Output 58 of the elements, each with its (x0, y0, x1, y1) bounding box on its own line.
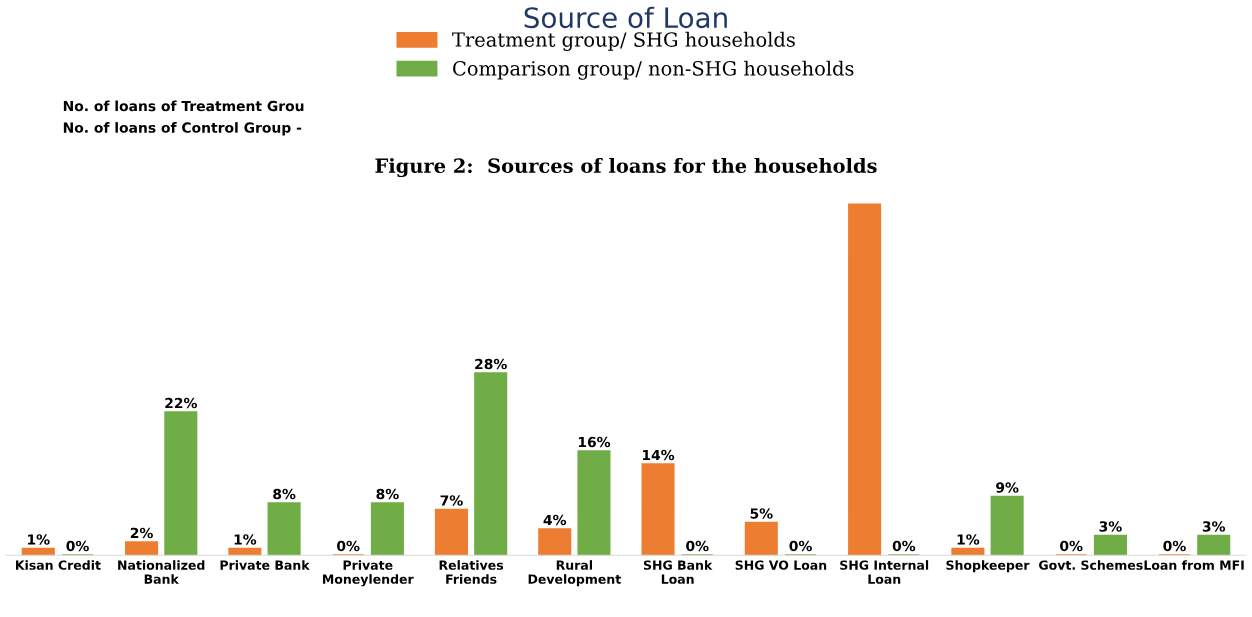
data-label: 0% (66, 540, 89, 552)
data-label: 3% (1202, 521, 1226, 532)
data-label: 0% (789, 540, 812, 552)
bar (267, 502, 301, 556)
x-tick-label: Loan from MFI (1144, 560, 1244, 570)
bar (538, 528, 572, 556)
x-tick-label: Private Bank (220, 560, 310, 570)
data-label: 0% (686, 540, 709, 552)
data-label: 16% (578, 436, 611, 448)
bar (641, 463, 675, 556)
legend-label: Treatment group/ SHG households (452, 31, 795, 51)
data-label: 4% (543, 514, 567, 526)
data-label: 2% (130, 527, 153, 539)
bar (474, 372, 508, 556)
data-label: 22% (165, 397, 197, 409)
bar (1197, 534, 1231, 556)
bar (577, 450, 611, 556)
bar (848, 203, 882, 556)
x-tick-label: Kisan Credit (15, 560, 101, 570)
data-label: 1% (234, 534, 257, 545)
data-label: 1% (28, 534, 50, 545)
data-label: 8% (376, 488, 399, 500)
data-label: 8% (273, 488, 296, 500)
chart-subtitle: Figure 2: Sources of loans for the households (375, 157, 877, 178)
data-label: 28% (475, 358, 507, 370)
x-tick-label: SHG Bank Loan (643, 560, 713, 584)
bar (744, 521, 778, 556)
data-label: 0% (1060, 540, 1083, 552)
data-label: 5% (750, 508, 773, 519)
data-label: 3% (1099, 521, 1122, 532)
bar (434, 508, 468, 556)
bar (370, 502, 404, 556)
chart-title: Source of Loan (524, 6, 727, 29)
text: No. of loans of Treatment Grou (63, 100, 304, 112)
data-label: 1% (957, 534, 980, 545)
data-label: 9% (996, 482, 1019, 493)
bar (1093, 534, 1127, 556)
bar (228, 547, 262, 556)
x-tick-label: Govt. Schemes (1039, 560, 1143, 570)
x-tick-label: Shopkeeper (946, 560, 1030, 573)
x-tick-label: SHG VO Loan (735, 560, 827, 570)
bar (21, 547, 55, 556)
x-tick-label: Rural Development (528, 560, 621, 587)
data-label: 7% (440, 495, 463, 506)
text: No. of loans of Control Group - (63, 122, 302, 136)
legend-label: Comparison group/ non-SHG households (453, 60, 854, 80)
data-label: 0% (1163, 540, 1186, 552)
x-tick-label: Relatives Friends (439, 560, 504, 584)
data-label: 0% (337, 540, 360, 552)
bar (990, 495, 1024, 556)
bar (164, 411, 198, 556)
bar (125, 541, 159, 556)
data-label: 0% (892, 540, 916, 552)
x-tick-label: Nationalized Bank (118, 560, 205, 584)
data-label: 14% (642, 449, 675, 461)
x-tick-label: SHG Internal Loan (840, 560, 929, 584)
x-tick-label: Private Moneylender (323, 560, 414, 587)
bar (951, 547, 985, 556)
